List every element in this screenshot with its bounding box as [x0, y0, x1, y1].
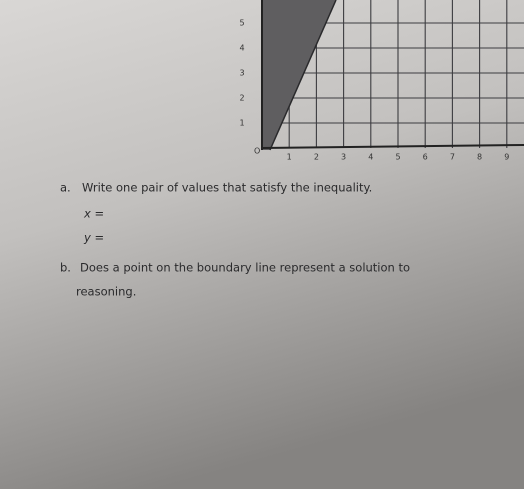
question-letter: b.: [60, 261, 71, 275]
x-tick-label: 8: [477, 153, 482, 162]
x-tick-label: 7: [450, 153, 455, 162]
question-text: Write one pair of values that satisfy th…: [82, 181, 372, 195]
graph: 5 4 3 2 1 9 8 7 6 5 4 3 2 1 O: [239, 0, 524, 162]
shaded-region: [262, 0, 336, 150]
x-tick-label: 5: [395, 153, 400, 162]
question-a: a. Write one pair of values that satisfy…: [60, 181, 372, 245]
answer-line: y =: [83, 231, 104, 245]
origin-label: O: [254, 147, 260, 156]
x-tick-label: 9: [504, 153, 509, 162]
question-continuation: reasoning.: [76, 285, 136, 299]
question-b: b. Does a point on the boundary line rep…: [60, 261, 410, 299]
x-axis: [261, 144, 524, 149]
y-tick-label: 1: [239, 119, 244, 128]
x-tick-label: 1: [287, 153, 292, 162]
x-tick-label: 3: [341, 153, 346, 162]
x-tick-label: 4: [368, 153, 373, 162]
question-letter: a.: [60, 181, 71, 195]
x-tick-label: 2: [314, 153, 319, 162]
y-tick-label: 5: [239, 19, 244, 28]
question-text: Does a point on the boundary line repres…: [80, 261, 410, 275]
y-tick-label: 4: [239, 44, 244, 53]
boundary-line: [269, 0, 337, 151]
y-tick-label: 3: [239, 69, 244, 78]
y-tick-label: 2: [239, 94, 244, 103]
x-tick-label: 6: [423, 153, 428, 162]
answer-line: x =: [83, 207, 104, 221]
